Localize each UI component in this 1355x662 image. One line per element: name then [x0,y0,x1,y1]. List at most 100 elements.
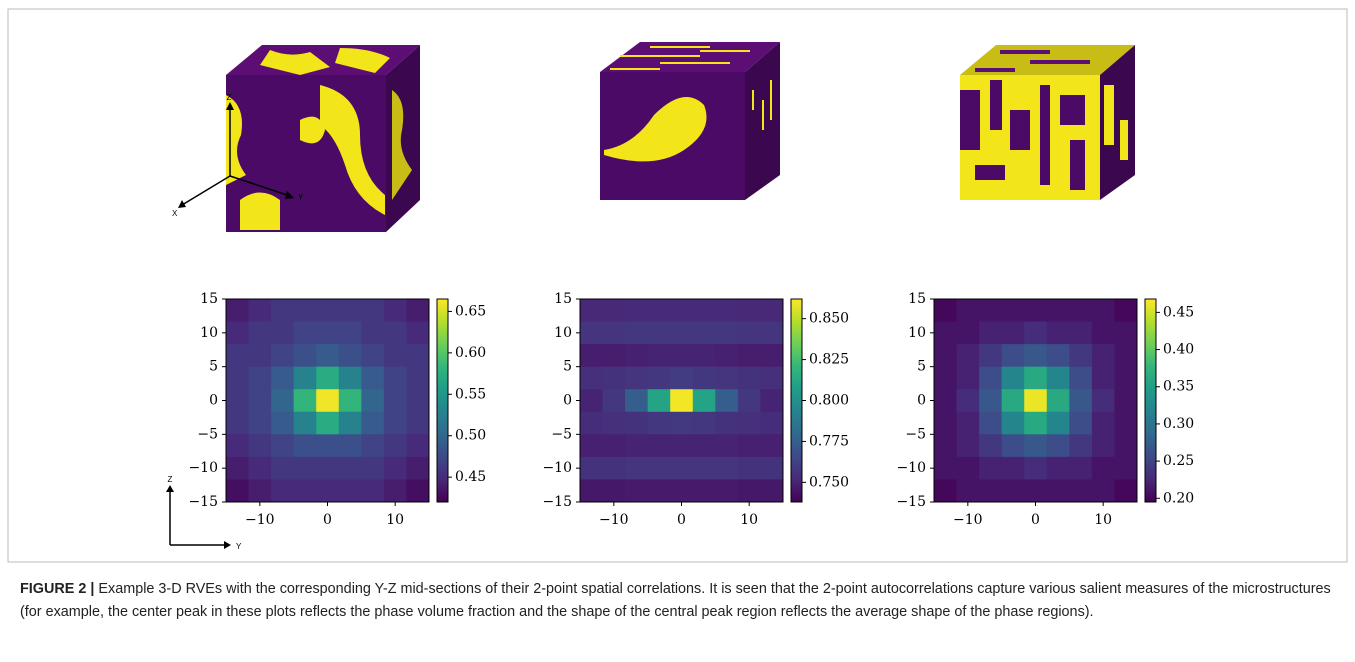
heatmap-cell [361,322,384,345]
heatmap-cell [1069,344,1092,367]
heatmap-cell [1114,299,1137,322]
heatmap-cell [760,412,783,435]
heatmap-cell [1069,412,1092,435]
heatmap-cell [1114,479,1137,502]
heatmap-cell [1024,412,1047,435]
heatmap-cell [226,299,249,322]
heatmap-cell [1092,389,1115,412]
heatmap-cell [603,367,626,390]
y-tick-label: −15 [188,494,218,510]
heatmap-cell [1069,389,1092,412]
y-tick-label: −10 [896,460,926,476]
heatmap-cell [1092,479,1115,502]
heatmap-cell [406,434,429,457]
heatmap-cell [603,299,626,322]
heatmap-cell [979,434,1002,457]
heatmap-cell [316,479,339,502]
heatmap-cell [316,457,339,480]
heatmap-cell [625,389,648,412]
heatmap-cell [249,412,272,435]
heatmap-cell [1002,457,1025,480]
heatmap-cell [294,367,317,390]
colorbar-tick-label: 0.20 [1163,490,1194,506]
heatmap-cell [625,344,648,367]
heatmap-cell [249,457,272,480]
heatmap-cell [934,322,957,345]
heatmap-cell [934,344,957,367]
heatmap-cell [934,479,957,502]
heatmap-cell [1047,479,1070,502]
heatmap-cell [384,344,407,367]
heatmap-cell [339,299,362,322]
heatmap-cell [339,344,362,367]
heatmap-cell [934,434,957,457]
heatmap-cell [760,434,783,457]
heatmap-cell [249,389,272,412]
y-tick-label: −5 [905,426,926,442]
heatmap-cell [1047,299,1070,322]
heatmap-cell [384,457,407,480]
heatmap-cell [580,389,603,412]
heatmap-cell [648,457,671,480]
heatmap-cell [979,389,1002,412]
heatmap-cell [693,344,716,367]
heatmap-cell [1047,457,1070,480]
heatmap-cell [648,344,671,367]
heatmap-cell [625,479,648,502]
heatmap-cell [979,322,1002,345]
heatmap-cell [1024,389,1047,412]
heatmap-cell [1069,479,1092,502]
heatmap-cell [249,434,272,457]
heatmap-cell [957,322,980,345]
heatmap-cell [1069,299,1092,322]
colorbar-tick-label: 0.850 [809,311,849,327]
heatmap-cell [693,322,716,345]
heatmap-cell [294,299,317,322]
heatmap-cell [648,434,671,457]
heatmap-cell [1024,434,1047,457]
rve-cube [600,42,780,200]
colorbar-tick-label: 0.55 [455,386,486,402]
heatmap-cell [648,479,671,502]
y-tick-label: 10 [554,325,572,341]
heatmap-cell [760,479,783,502]
heatmap-cell [648,389,671,412]
heatmap-cell [760,299,783,322]
heatmap-cell [316,299,339,322]
heatmap-cell [339,457,362,480]
heatmap-cell [1024,344,1047,367]
heatmap-cell [294,389,317,412]
heatmap-cell [1114,344,1137,367]
heatmap-cell [271,434,294,457]
heatmap-cell [1002,434,1025,457]
heatmap-cell [294,457,317,480]
heatmap-cell [271,299,294,322]
heatmap-cell [670,344,693,367]
colorbar-tick-label: 0.775 [809,433,849,449]
heatmap-cell [384,367,407,390]
heatmap-cell [1047,344,1070,367]
colorbar-tick-label: 0.35 [1163,379,1194,395]
heatmap-cell [625,299,648,322]
heatmap-cell [1002,344,1025,367]
heatmap-cell [249,299,272,322]
colorbar-tick-label: 0.60 [455,345,486,361]
heatmap-cell [361,434,384,457]
colorbar-tick-label: 0.50 [455,428,486,444]
heatmap-cell [760,322,783,345]
y-tick-label: 10 [908,325,926,341]
heatmap-cell [249,367,272,390]
heatmap-cell [625,367,648,390]
heatmap-cell [384,389,407,412]
y-tick-label: −5 [197,426,218,442]
y-tick-label: 15 [554,291,572,307]
heatmap-cell [603,434,626,457]
heatmap-cell [249,479,272,502]
heatmap-cell [1092,412,1115,435]
heatmap-cell [648,299,671,322]
heatmap-cell [316,344,339,367]
heatmap-cell [670,434,693,457]
heatmap-cell [715,457,738,480]
heatmap-cell [738,299,761,322]
